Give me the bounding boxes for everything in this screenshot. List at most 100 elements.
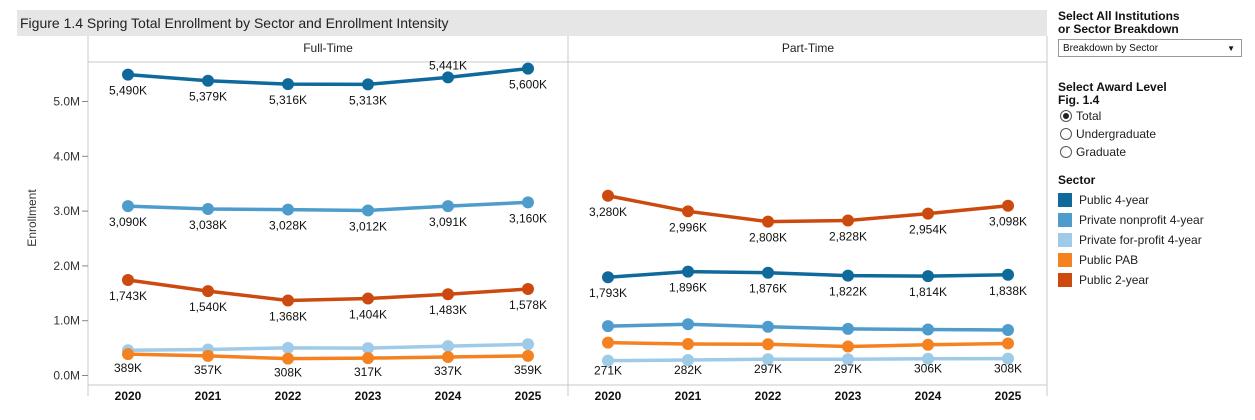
data-point-full-time-private-for-profit-4-year <box>522 338 534 351</box>
data-label-full-time-public-pab: 357K <box>194 363 222 377</box>
data-point-part-time-public-4-year <box>842 269 854 282</box>
data-label-full-time-private-nonprofit-4-year: 3,091K <box>429 215 467 229</box>
data-label-part-time-public-2-year: 3,098K <box>989 215 1027 229</box>
data-label-full-time-public-2-year: 1,483K <box>429 303 467 317</box>
data-point-full-time-public-4-year <box>522 62 534 75</box>
legend-item-private-for-profit-4-year[interactable]: Private for-profit 4-year <box>1058 230 1248 250</box>
data-label-full-time-public-pab: 389K <box>114 361 142 375</box>
series-line-part-time-private-nonprofit-4-year <box>607 322 1009 332</box>
data-label-part-time-public-2-year: 2,954K <box>909 223 947 237</box>
x-tick-label: 2020 <box>115 389 142 403</box>
data-label-part-time-private-for-profit-4-year: 271K <box>594 364 622 378</box>
data-label-full-time-public-4-year: 5,441K <box>429 58 467 72</box>
legend-item-public-4-year[interactable]: Public 4-year <box>1058 190 1248 210</box>
radio-checked-icon[interactable] <box>1060 110 1072 122</box>
award-option-label: Undergraduate <box>1076 127 1157 141</box>
award-option-graduate[interactable]: Graduate <box>1060 143 1248 161</box>
data-point-part-time-public-2-year <box>1002 199 1014 212</box>
y-tick-label: 0.0M <box>53 369 80 383</box>
data-label-full-time-private-nonprofit-4-year: 3,028K <box>269 219 307 233</box>
data-label-full-time-public-2-year: 1,578K <box>509 298 547 312</box>
data-label-full-time-public-4-year: 5,313K <box>349 93 387 107</box>
institutions-title-line2: or Sector Breakdown <box>1058 22 1179 36</box>
data-label-full-time-public-4-year: 5,379K <box>189 90 227 104</box>
data-point-full-time-public-2-year <box>522 283 534 296</box>
data-point-part-time-public-pab <box>602 336 614 349</box>
data-point-part-time-private-for-profit-4-year <box>682 354 694 367</box>
data-point-part-time-private-nonprofit-4-year <box>762 320 774 333</box>
data-point-part-time-public-4-year <box>682 265 694 278</box>
x-tick-label: 2024 <box>915 389 942 403</box>
data-label-full-time-public-2-year: 1,743K <box>109 289 147 303</box>
legend-item-private-nonprofit-4-year[interactable]: Private nonprofit 4-year <box>1058 210 1248 230</box>
data-label-part-time-private-for-profit-4-year: 282K <box>674 363 702 377</box>
x-tick-label: 2021 <box>675 389 702 403</box>
legend-label: Private for-profit 4-year <box>1079 233 1202 247</box>
data-point-full-time-public-4-year <box>362 78 374 91</box>
legend-item-public-2-year[interactable]: Public 2-year <box>1058 270 1248 290</box>
data-label-full-time-private-nonprofit-4-year: 3,038K <box>189 218 227 232</box>
data-point-part-time-private-for-profit-4-year <box>762 353 774 366</box>
data-point-part-time-private-for-profit-4-year <box>842 353 854 366</box>
data-point-full-time-private-nonprofit-4-year <box>282 203 294 216</box>
data-point-full-time-private-nonprofit-4-year <box>122 200 134 213</box>
legend-swatch <box>1058 253 1072 267</box>
series-line-full-time-public-4-year <box>127 66 529 87</box>
data-label-full-time-public-pab: 337K <box>434 364 462 378</box>
data-point-full-time-public-4-year <box>122 68 134 81</box>
legend-item-public-pab[interactable]: Public PAB <box>1058 250 1248 270</box>
data-point-full-time-private-nonprofit-4-year <box>362 204 374 217</box>
data-point-part-time-public-2-year <box>682 205 694 218</box>
breakdown-dropdown-value: Breakdown by Sector <box>1063 43 1159 54</box>
data-point-full-time-public-2-year <box>122 273 134 286</box>
award-option-undergraduate[interactable]: Undergraduate <box>1060 125 1248 143</box>
legend-swatch <box>1058 233 1072 247</box>
x-tick-label: 2022 <box>755 389 782 403</box>
data-point-part-time-private-for-profit-4-year <box>602 354 614 367</box>
panel-header-part-time: Part-Time <box>782 41 835 55</box>
data-label-full-time-public-4-year: 5,600K <box>509 78 547 92</box>
data-point-part-time-public-4-year <box>1002 268 1014 281</box>
series-line-full-time-private-for-profit-4-year <box>127 342 529 353</box>
data-label-part-time-public-2-year: 3,280K <box>589 205 627 219</box>
radio-icon[interactable] <box>1060 146 1072 158</box>
series-line-part-time-private-for-profit-4-year <box>607 356 1009 363</box>
data-point-part-time-public-2-year <box>842 214 854 227</box>
data-label-part-time-public-2-year: 2,996K <box>669 220 707 234</box>
data-point-part-time-public-pab <box>1002 337 1014 350</box>
legend-swatch <box>1058 193 1072 207</box>
data-point-part-time-private-nonprofit-4-year <box>842 322 854 335</box>
series-line-full-time-public-2-year <box>127 278 529 303</box>
data-label-part-time-public-2-year: 2,808K <box>749 231 787 245</box>
legend-label: Private nonprofit 4-year <box>1079 213 1204 227</box>
y-tick-label: 5.0M <box>53 95 80 109</box>
data-point-part-time-private-for-profit-4-year <box>1002 352 1014 365</box>
data-point-part-time-public-4-year <box>922 270 934 283</box>
x-tick-label: 2023 <box>835 389 862 403</box>
award-option-total[interactable]: Total <box>1060 107 1248 125</box>
x-tick-label: 2025 <box>515 389 542 403</box>
data-point-part-time-private-nonprofit-4-year <box>1002 324 1014 337</box>
data-point-part-time-public-4-year <box>762 266 774 279</box>
data-point-part-time-public-pab <box>922 338 934 351</box>
legend-swatch <box>1058 213 1072 227</box>
data-point-part-time-private-nonprofit-4-year <box>682 318 694 331</box>
data-point-full-time-public-pab <box>442 351 454 364</box>
x-tick-label: 2022 <box>275 389 302 403</box>
data-point-full-time-public-pab <box>362 352 374 365</box>
data-label-full-time-public-4-year: 5,490K <box>109 84 147 98</box>
legend-label: Public 4-year <box>1079 193 1150 207</box>
data-label-part-time-private-for-profit-4-year: 297K <box>834 362 862 376</box>
radio-icon[interactable] <box>1060 128 1072 140</box>
institutions-title-line1: Select All Institutions <box>1058 9 1180 23</box>
breakdown-dropdown[interactable]: Breakdown by Sector ▼ <box>1058 39 1242 57</box>
data-label-full-time-private-nonprofit-4-year: 3,090K <box>109 215 147 229</box>
data-label-part-time-public-4-year: 1,838K <box>989 284 1027 298</box>
data-label-part-time-public-2-year: 2,828K <box>829 230 867 244</box>
data-point-part-time-public-2-year <box>602 189 614 202</box>
data-point-part-time-public-2-year <box>922 207 934 220</box>
data-point-part-time-public-pab <box>762 338 774 351</box>
data-point-full-time-public-4-year <box>442 71 454 84</box>
legend-label: Public 2-year <box>1079 273 1150 287</box>
series-line-full-time-private-nonprofit-4-year <box>127 200 529 213</box>
